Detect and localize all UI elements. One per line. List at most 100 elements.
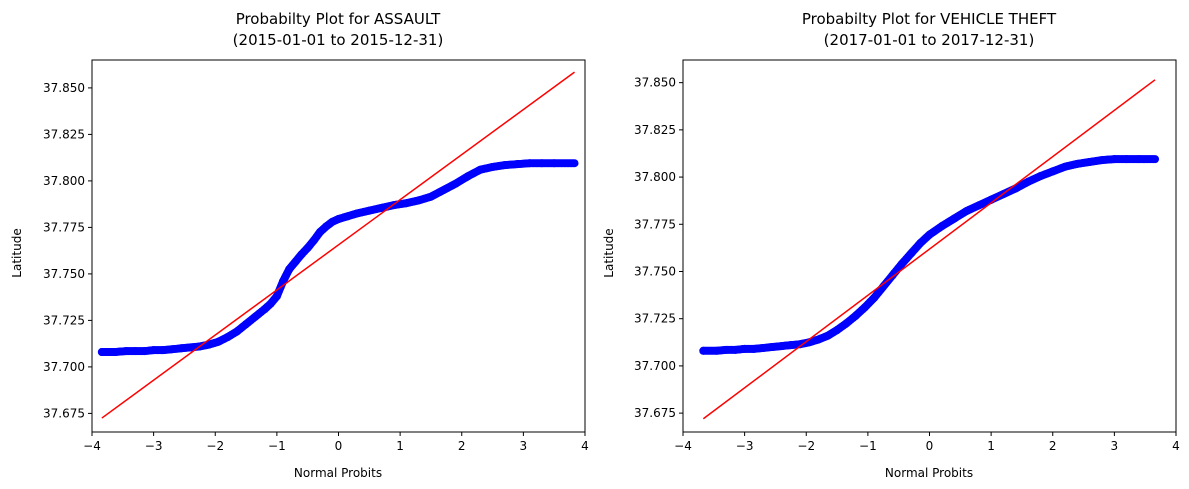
x-tick-label: −1 — [268, 439, 286, 453]
data-point — [1048, 167, 1057, 176]
y-tick-label: 37.825 — [43, 127, 85, 141]
data-point — [309, 236, 318, 245]
data-point — [870, 293, 879, 302]
data-point — [897, 259, 906, 268]
data-point — [266, 299, 275, 308]
y-tick-label: 37.700 — [43, 360, 85, 374]
x-axis-label: Normal Probits — [294, 466, 382, 480]
data-point — [285, 265, 294, 274]
data-point — [1098, 156, 1107, 165]
y-tick-label: 37.775 — [634, 217, 676, 231]
data-point — [463, 172, 472, 181]
data-point — [550, 159, 559, 168]
data-point — [223, 333, 232, 342]
data-point — [439, 186, 448, 195]
data-point — [402, 199, 411, 208]
data-point — [291, 257, 300, 266]
y-tick-label: 37.675 — [634, 406, 676, 420]
x-tick-label: −4 — [83, 439, 101, 453]
x-tick-label: −2 — [206, 439, 224, 453]
data-point — [322, 222, 331, 231]
y-tick-label: 37.800 — [43, 174, 85, 188]
x-axis-label: Normal Probits — [885, 466, 973, 480]
data-point — [537, 159, 546, 168]
data-point — [916, 239, 925, 248]
data-point — [740, 344, 749, 353]
data-point — [352, 209, 361, 218]
chart-assault: Probabilty Plot for ASSAULT (2015-01-01 … — [10, 10, 589, 480]
y-tick-label: 37.825 — [634, 123, 676, 137]
data-point — [962, 207, 971, 216]
plot-area — [699, 79, 1160, 420]
y-tick-label: 37.850 — [634, 76, 676, 90]
data-point — [272, 292, 281, 301]
data-point — [177, 344, 186, 353]
data-point — [1110, 155, 1119, 164]
chart-vehicle-theft: Probabilty Plot for VEHICLE THEFT (2017-… — [602, 10, 1180, 480]
axes-layer-assault: −4 −3 −2 −1 0 1 2 3 4 37.675 37.700 37.725 37.750 37.… — [43, 59, 589, 453]
data-point — [1122, 155, 1131, 164]
x-tick-label: 4 — [1172, 439, 1180, 453]
data-point — [842, 319, 851, 328]
data-point — [111, 348, 120, 357]
x-tick-label: −3 — [736, 439, 754, 453]
data-point — [232, 327, 241, 336]
data-layer-assault — [97, 71, 579, 419]
data-point — [1073, 159, 1082, 168]
data-point — [242, 320, 251, 329]
data-point — [168, 345, 177, 354]
data-point — [149, 346, 158, 355]
data-point — [712, 346, 721, 355]
y-tick-label: 37.775 — [43, 220, 85, 234]
data-point — [303, 243, 312, 252]
data-point — [1024, 177, 1033, 186]
data-point — [1085, 157, 1094, 166]
x-tick-label: 2 — [458, 439, 466, 453]
data-point — [500, 161, 509, 170]
data-point — [777, 342, 786, 351]
data-point — [786, 341, 795, 350]
data-point — [796, 340, 805, 349]
axes-layer-vehicle-theft: −4 −3 −2 −1 0 1 2 3 4 37.675 37.700 37.725 37.750 37.… — [634, 59, 1180, 453]
y-axis-label: Latitude — [10, 228, 24, 277]
data-point — [823, 331, 832, 340]
y-tick-label: 37.750 — [634, 264, 676, 278]
data-point — [749, 344, 758, 353]
data-point — [768, 343, 777, 352]
data-point — [131, 347, 140, 356]
y-axis-label: Latitude — [602, 228, 616, 277]
data-point — [699, 346, 708, 355]
data-point — [513, 160, 522, 169]
data-point — [426, 192, 435, 201]
x-tick-label: −3 — [145, 439, 163, 453]
x-tick-label: 4 — [581, 439, 589, 453]
x-tick-label: −4 — [674, 439, 692, 453]
data-point — [377, 203, 386, 212]
plot-area — [97, 71, 579, 419]
data-point — [451, 179, 460, 188]
chart-subtitle: (2015-01-01 to 2015-12-31) — [233, 31, 444, 49]
data-point — [1135, 155, 1144, 164]
data-point — [365, 206, 374, 215]
data-point — [260, 305, 269, 314]
data-point — [814, 335, 823, 344]
y-tick-label: 37.700 — [634, 359, 676, 373]
data-point — [297, 250, 306, 259]
data-point — [950, 214, 959, 223]
data-point — [328, 217, 337, 226]
data-point — [316, 228, 325, 237]
x-tick-label: 2 — [1049, 439, 1057, 453]
y-tick-label: 37.750 — [43, 267, 85, 281]
data-point — [851, 311, 860, 320]
data-point — [1151, 155, 1160, 164]
data-point — [140, 347, 149, 356]
y-tick-label: 37.725 — [43, 313, 85, 327]
fit-line — [101, 71, 575, 419]
x-tick-label: −1 — [859, 439, 877, 453]
data-point — [97, 348, 106, 357]
data-point — [251, 312, 260, 321]
data-point — [334, 215, 343, 224]
data-point — [121, 347, 130, 356]
data-point — [888, 271, 897, 280]
